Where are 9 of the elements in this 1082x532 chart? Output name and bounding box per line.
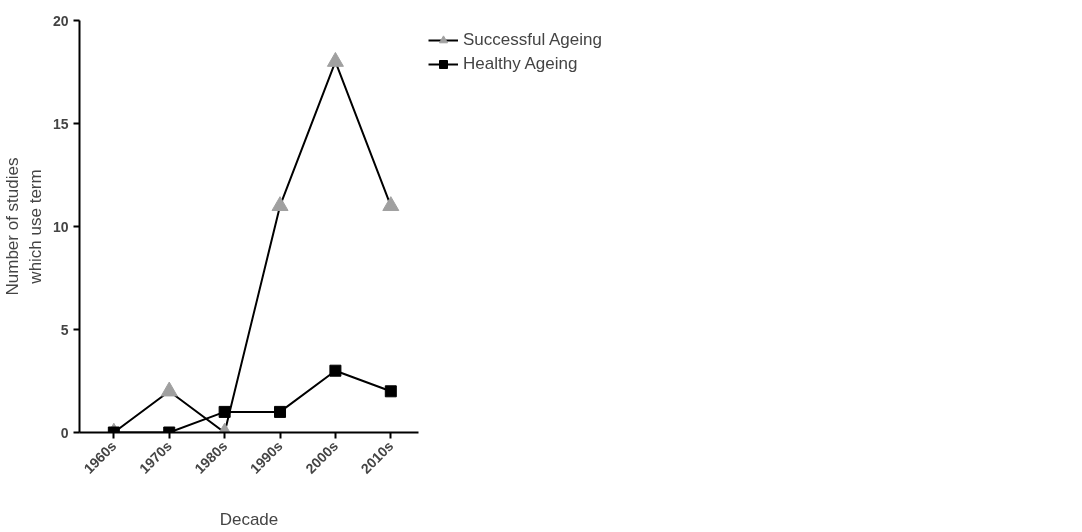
y-tick-label: 10 — [52, 218, 69, 235]
legend-label: Healthy Ageing — [463, 54, 578, 74]
y-tick-label: 0 — [60, 424, 69, 441]
x-axis-title: Decade — [219, 510, 279, 530]
y-tick-label: 5 — [60, 321, 69, 338]
y-tick-label: 20 — [52, 12, 69, 29]
y-axis-title: Number of studies which use term — [3, 157, 45, 296]
y-tick-label: 15 — [52, 115, 69, 132]
legend-label: Successful Ageing — [463, 30, 602, 50]
